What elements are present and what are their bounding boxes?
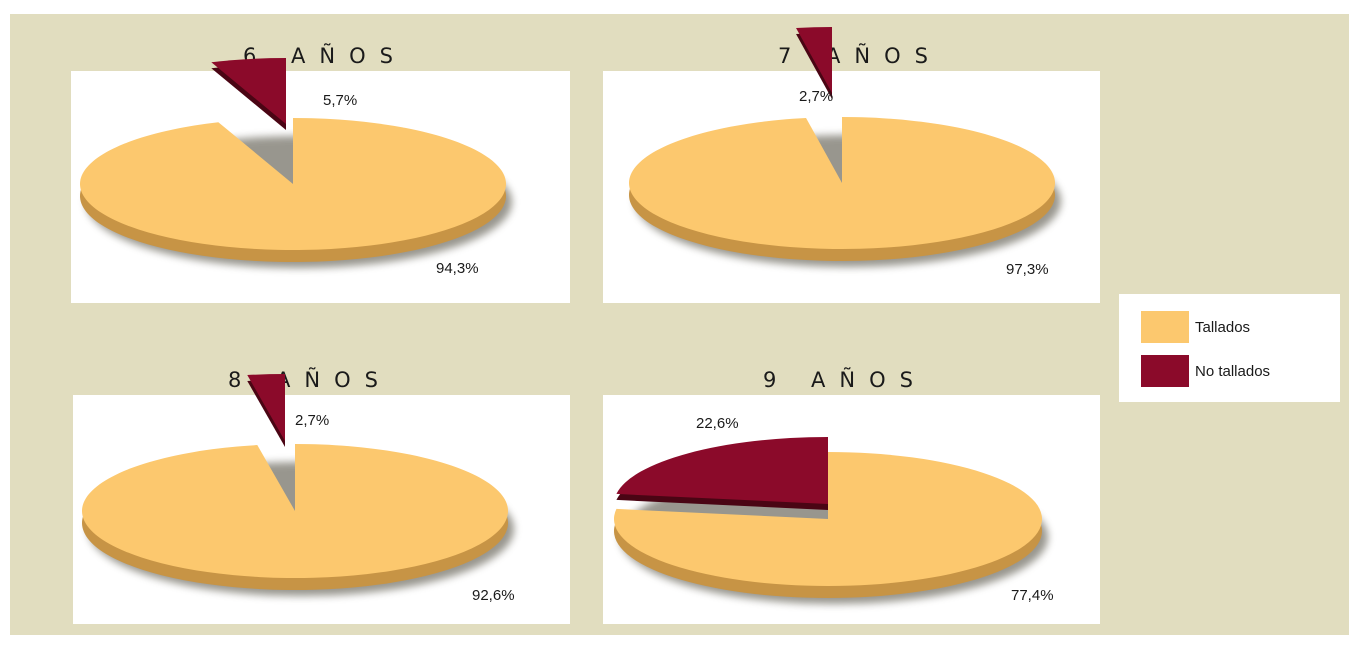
data-label-tallados: 92,6% [472,587,515,604]
swatch-no-tallados-icon [1141,355,1189,387]
legend-label-tallados: Tallados [1195,318,1251,336]
pie-chart-8: 2,7% 92,6% [81,374,515,604]
data-label-no-tallados: 2,7% [295,412,329,429]
slice-no-tallados [211,58,286,124]
pie-chart-7: 2,7% 97,3% [628,27,1061,278]
pie-chart-6: 5,7% 94,3% [80,58,512,277]
slice-tallados [81,444,508,578]
chart-title-9: 9 AÑOS [763,368,927,392]
legend-item-no-tallados: No tallados [1141,355,1270,387]
slice-tallados [628,117,1055,250]
data-label-tallados: 77,4% [1011,587,1054,604]
legend-item-tallados: Tallados [1141,311,1250,343]
data-label-no-tallados: 5,7% [323,92,357,109]
pie-panel-8: 2,7% 92,6% [73,374,570,624]
pie-chart-9: 22,6% 77,4% [614,415,1054,604]
pie-panel-9: 22,6% 77,4% [603,395,1100,624]
slice-tallados [80,118,506,251]
data-label-no-tallados: 22,6% [696,415,739,432]
legend: Tallados No tallados [1119,294,1340,402]
slice-no-tallados [247,374,285,441]
data-label-tallados: 94,3% [436,260,479,277]
slice-no-tallados [796,27,832,93]
pie-panel-7: 2,7% 97,3% [603,27,1100,303]
data-label-tallados: 97,3% [1006,261,1049,278]
pie-panel-6: 5,7% 94,3% [71,58,570,303]
data-label-no-tallados: 2,7% [799,88,833,105]
slice-tallados [614,452,1042,586]
slice-no-tallados [616,437,828,504]
legend-label-no-tallados: No tallados [1195,362,1271,380]
swatch-tallados-icon [1141,311,1189,343]
chart-title-7: 7 AÑOS [778,44,942,68]
